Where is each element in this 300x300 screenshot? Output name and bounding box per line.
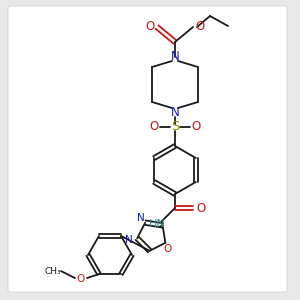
Text: O: O — [195, 20, 205, 32]
Text: O: O — [146, 20, 154, 32]
Text: N: N — [137, 213, 145, 223]
Text: CH₃: CH₃ — [45, 267, 61, 276]
Text: N: N — [171, 50, 179, 62]
Text: N: N — [125, 235, 133, 245]
Text: O: O — [77, 274, 85, 284]
Text: N: N — [171, 106, 179, 119]
Text: HN: HN — [148, 219, 165, 229]
Text: O: O — [149, 121, 159, 134]
Text: S: S — [171, 121, 179, 134]
Text: O: O — [191, 121, 201, 134]
Text: O: O — [163, 244, 172, 254]
Text: O: O — [196, 202, 206, 214]
FancyBboxPatch shape — [8, 6, 287, 292]
